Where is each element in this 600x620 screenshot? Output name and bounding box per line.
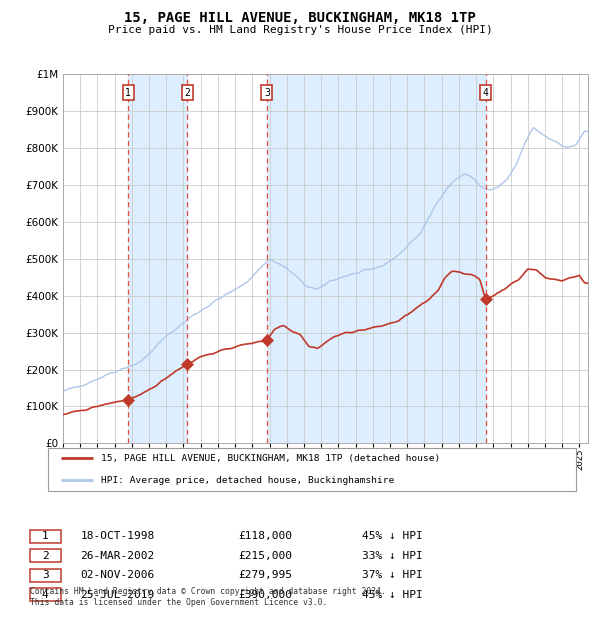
Text: 2: 2 [185, 88, 190, 98]
Text: 45% ↓ HPI: 45% ↓ HPI [362, 590, 423, 600]
Text: 3: 3 [264, 88, 270, 98]
Text: 33% ↓ HPI: 33% ↓ HPI [362, 551, 423, 560]
Text: 4: 4 [483, 88, 488, 98]
Text: £118,000: £118,000 [238, 531, 292, 541]
Text: 37% ↓ HPI: 37% ↓ HPI [362, 570, 423, 580]
FancyBboxPatch shape [29, 549, 61, 562]
Text: 26-MAR-2002: 26-MAR-2002 [80, 551, 155, 560]
Text: 2: 2 [42, 551, 49, 560]
Text: Contains HM Land Registry data © Crown copyright and database right 2024.: Contains HM Land Registry data © Crown c… [29, 587, 386, 596]
Text: 02-NOV-2006: 02-NOV-2006 [80, 570, 155, 580]
Text: 1: 1 [125, 88, 131, 98]
Bar [267, 74, 486, 443]
Text: 15, PAGE HILL AVENUE, BUCKINGHAM, MK18 1TP (detached house): 15, PAGE HILL AVENUE, BUCKINGHAM, MK18 1… [101, 454, 440, 463]
Text: £390,000: £390,000 [238, 590, 292, 600]
FancyBboxPatch shape [29, 569, 61, 582]
Text: 25-JUL-2019: 25-JUL-2019 [80, 590, 155, 600]
Text: £215,000: £215,000 [238, 551, 292, 560]
FancyBboxPatch shape [29, 529, 61, 542]
Text: 1: 1 [42, 531, 49, 541]
Bar [128, 74, 187, 443]
Text: 3: 3 [42, 570, 49, 580]
Text: Price paid vs. HM Land Registry's House Price Index (HPI): Price paid vs. HM Land Registry's House … [107, 25, 493, 35]
Text: 4: 4 [42, 590, 49, 600]
FancyBboxPatch shape [48, 448, 576, 491]
Text: 18-OCT-1998: 18-OCT-1998 [80, 531, 155, 541]
FancyBboxPatch shape [29, 588, 61, 601]
Text: £279,995: £279,995 [238, 570, 292, 580]
Text: 15, PAGE HILL AVENUE, BUCKINGHAM, MK18 1TP: 15, PAGE HILL AVENUE, BUCKINGHAM, MK18 1… [124, 11, 476, 25]
Text: This data is licensed under the Open Government Licence v3.0.: This data is licensed under the Open Gov… [29, 598, 327, 607]
Text: HPI: Average price, detached house, Buckinghamshire: HPI: Average price, detached house, Buck… [101, 476, 394, 485]
Text: 45% ↓ HPI: 45% ↓ HPI [362, 531, 423, 541]
